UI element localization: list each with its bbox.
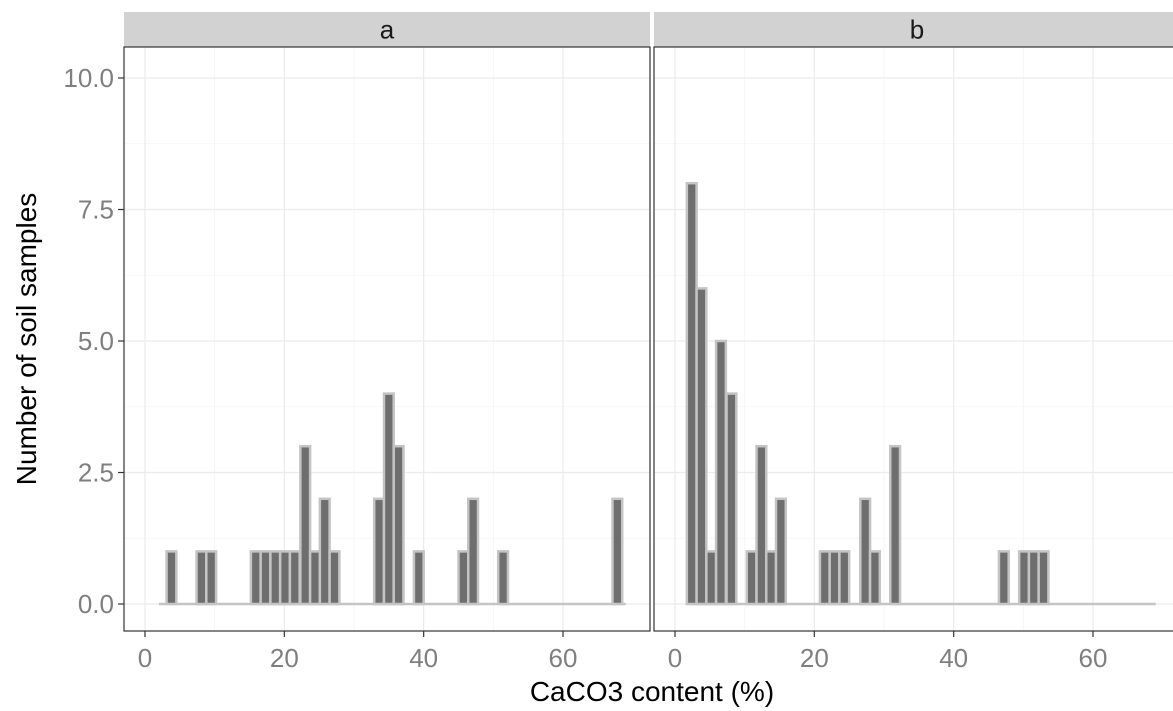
- x-tick-label: 40: [939, 643, 968, 673]
- histogram-bar: [828, 550, 841, 606]
- panel-border: [123, 46, 651, 632]
- histogram-bar: [1027, 550, 1040, 606]
- histogram-bar: [774, 497, 788, 606]
- histogram-bar: [745, 550, 758, 606]
- facet-strip: [124, 12, 650, 47]
- facet-label: b: [910, 15, 924, 45]
- x-tick-label: 20: [270, 643, 299, 673]
- histogram-bar: [1037, 550, 1050, 606]
- histogram-bar: [259, 550, 272, 606]
- histogram-bar: [299, 444, 312, 606]
- histogram-bar: [195, 550, 208, 606]
- panel-b: b 0 20 40 60: [653, 12, 1173, 673]
- histogram-bar: [997, 550, 1010, 606]
- x-tick-label: 0: [138, 643, 152, 673]
- y-axis-title: Number of soil samples: [11, 193, 42, 486]
- panel-border: [653, 46, 1173, 632]
- histogram-bar: [818, 550, 831, 606]
- histogram-bar: [695, 287, 708, 606]
- histogram-bar: [318, 497, 331, 606]
- histogram-bar: [755, 444, 768, 606]
- histogram-bar: [611, 497, 624, 606]
- histogram-bar: [249, 550, 262, 606]
- histogram-bar: [705, 550, 718, 606]
- histogram-bar: [1017, 550, 1031, 606]
- histogram-bar: [165, 550, 178, 606]
- x-tick-label: 60: [549, 643, 578, 673]
- histogram-bar: [288, 550, 301, 606]
- y-tick-label: 7.5: [78, 195, 114, 225]
- y-tick-label: 0.0: [78, 589, 114, 619]
- histogram-bar: [765, 550, 778, 606]
- histogram-bar: [496, 550, 510, 606]
- y-tick-label: 2.5: [78, 458, 114, 488]
- histogram-bar: [889, 444, 902, 606]
- y-tick-label: 10.0: [63, 63, 114, 93]
- histogram-bar: [278, 550, 292, 606]
- x-tick-label: 0: [668, 643, 682, 673]
- histogram-bar: [457, 550, 470, 606]
- facet-strip: [654, 12, 1173, 47]
- histogram-bar: [205, 550, 218, 606]
- x-axis-title: CaCO3 content (%): [530, 676, 774, 707]
- histogram-bar: [412, 550, 425, 606]
- histogram-bar: [868, 550, 882, 606]
- histogram-bar: [467, 497, 480, 606]
- histogram-bar: [382, 392, 395, 606]
- panel-a: a 0 20 40 60: [123, 12, 651, 673]
- histogram-bar: [859, 497, 872, 606]
- histogram-bar: [269, 550, 282, 606]
- histogram-bar: [308, 550, 322, 606]
- histogram-bar: [328, 550, 341, 606]
- x-tick-label: 40: [409, 643, 438, 673]
- histogram-bar: [838, 550, 851, 606]
- histogram-bar: [714, 339, 728, 606]
- y-tick-label: 5.0: [78, 326, 114, 356]
- histogram-bar: [725, 392, 738, 606]
- x-tick-label: 20: [800, 643, 829, 673]
- x-tick-label: 60: [1079, 643, 1108, 673]
- histogram-bar: [372, 497, 386, 606]
- facet-label: a: [380, 15, 395, 45]
- histogram-bar: [392, 444, 405, 606]
- histogram-bar: [685, 181, 698, 606]
